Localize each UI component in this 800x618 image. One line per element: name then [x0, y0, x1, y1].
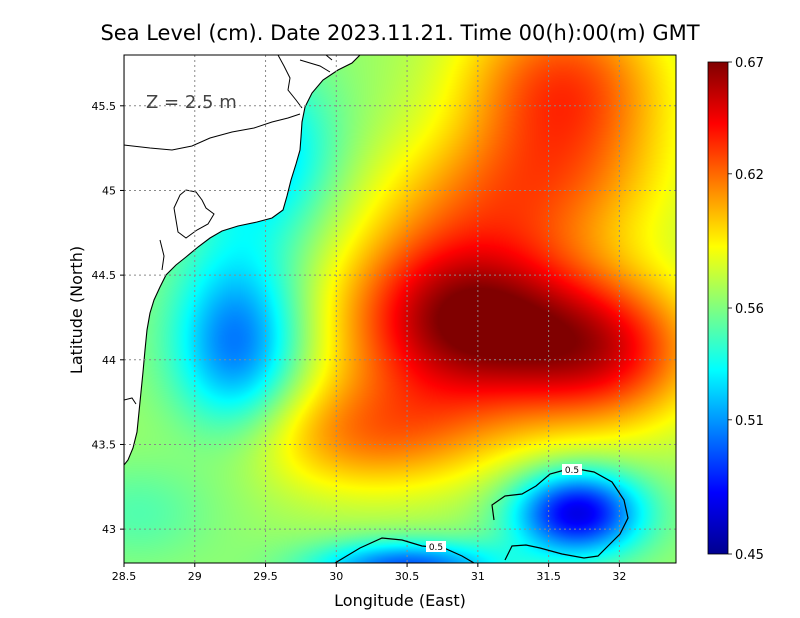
chart-title: Sea Level (cm). Date 2023.11.21. Time 00…	[100, 21, 699, 45]
y-axis: 43 43.5 44 44.5 45 45.5	[92, 100, 124, 536]
y-tick-label: 45	[102, 184, 116, 197]
x-axis-label: Longitude (East)	[334, 591, 466, 610]
svg-text:0.5: 0.5	[429, 543, 443, 553]
y-axis-label: Latitude (North)	[67, 246, 86, 374]
lagoon-outline	[173, 189, 215, 239]
colorbar-tick-label: 0.56	[735, 302, 764, 317]
contour-label-south: 0.5	[426, 541, 446, 553]
colorbar-gradient	[707, 61, 729, 555]
x-tick-label: 31	[471, 570, 485, 583]
contour-label-east: 0.5	[562, 464, 582, 476]
colorbar-tick-label: 0.62	[735, 168, 764, 183]
contour-lines: 0.5 0.5	[334, 464, 629, 563]
x-tick-label: 30.5	[395, 570, 420, 583]
colorbar-ticks: 0.67 0.62 0.56 0.51 0.45	[728, 56, 764, 563]
coast-detail	[124, 55, 333, 405]
colorbar-tick-label: 0.51	[735, 414, 764, 429]
y-tick-label: 43.5	[92, 438, 117, 451]
depth-label: Z = 2.5 m	[146, 92, 237, 113]
x-tick-label: 29	[188, 570, 202, 583]
grid-lines	[124, 55, 676, 563]
coastline-land	[124, 55, 361, 466]
x-tick-label: 32	[612, 570, 626, 583]
river-delta-outline	[124, 113, 301, 151]
x-tick-label: 28.5	[112, 570, 137, 583]
colorbar-tick-label: 0.67	[735, 56, 764, 71]
x-tick-label: 31.5	[536, 570, 561, 583]
land-mask	[124, 55, 361, 466]
y-tick-label: 44	[102, 354, 116, 367]
x-axis: 28.5 29 29.5 30 30.5 31 31.5 32	[112, 563, 626, 583]
svg-text:0.5: 0.5	[565, 466, 579, 476]
colorbar-tick-label: 0.45	[735, 548, 764, 563]
x-tick-label: 29.5	[253, 570, 278, 583]
contour-0.5-east	[491, 467, 629, 561]
contour-0.5-south	[334, 537, 475, 563]
x-tick-label: 30	[329, 570, 343, 583]
y-tick-label: 45.5	[92, 100, 117, 113]
plot-frame	[123, 54, 677, 564]
colorbar: 0.67 0.62 0.56 0.51 0.45	[707, 56, 764, 563]
y-tick-label: 44.5	[92, 269, 117, 282]
plot-area: 0.5 0.5 Z = 2.5 m	[123, 54, 677, 564]
y-tick-label: 43	[102, 523, 116, 536]
